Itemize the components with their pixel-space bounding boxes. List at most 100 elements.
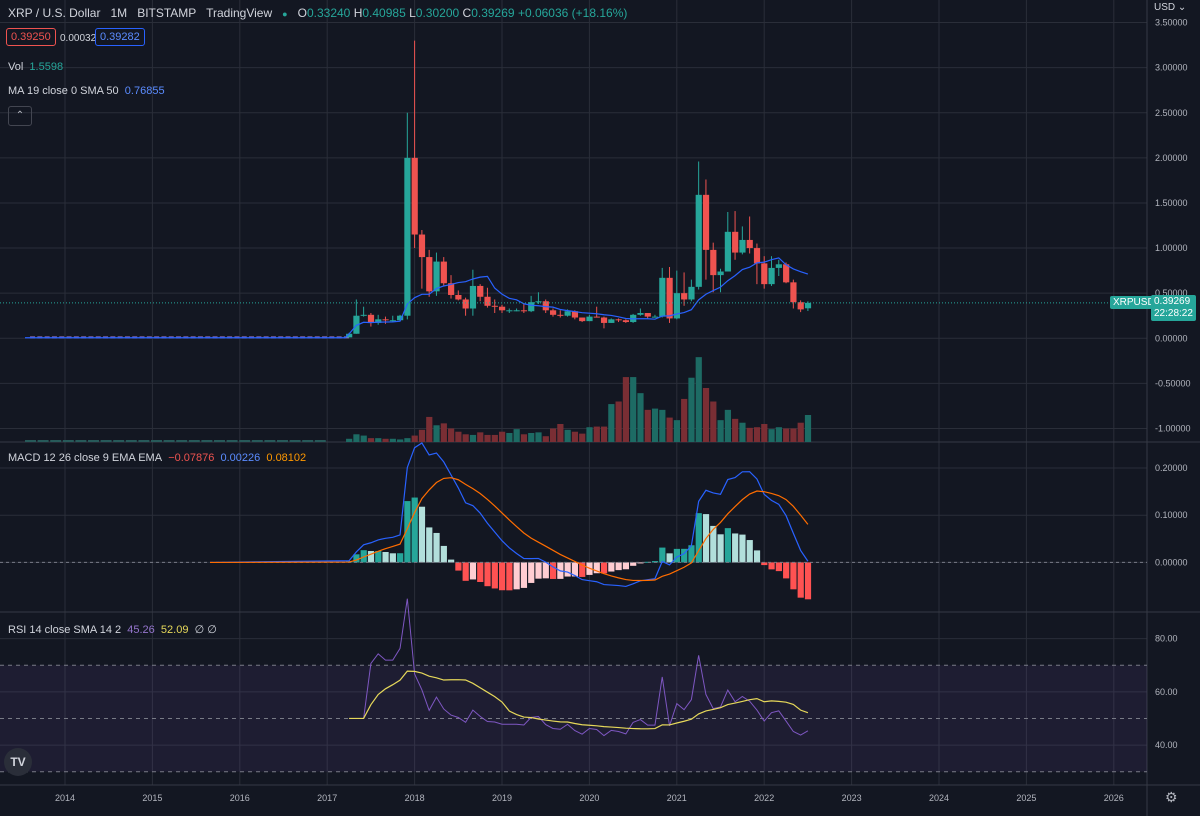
volume-bar [163,440,175,442]
rsi-tick-label: 80.00 [1155,634,1178,644]
volume-bar [746,427,753,442]
candle-body [608,319,615,323]
year-tick-label: 2024 [929,793,949,803]
candle-body [506,310,513,312]
macd-hist-bar [353,554,360,563]
macd-hist-bar [367,551,375,563]
volume-bar [397,439,404,442]
volume-bar [25,440,36,442]
volume-bar [564,429,571,442]
candle-body [433,261,440,292]
volume-bar [201,440,213,442]
candle-body [732,231,739,253]
volume-bar [346,438,353,442]
macd-hist-bar [542,562,549,579]
candle-body [346,333,353,338]
candle-body [586,316,593,322]
candle-body [688,286,695,300]
ma-legend[interactable]: MA 19 close 0 SMA 50 0.76855 [8,85,165,97]
volume-bar [455,431,462,442]
interval[interactable]: 1M [110,6,128,20]
volume-bar [100,440,112,442]
macd-hist-bar [375,551,382,563]
macd-hist-bar [615,562,622,571]
price-tick-label: 0.00000 [1155,333,1188,343]
volume-bar [804,415,812,442]
ma-value: 0.76855 [124,85,165,97]
currency-selector[interactable]: USD ⌄ [1154,2,1186,13]
buy-button[interactable]: 0.39282 [95,28,145,46]
macd-hist-bar [469,562,477,580]
candle-body [593,316,600,318]
macd-hist-bar [644,561,651,563]
year-tick-label: 2014 [55,793,75,803]
candle-body [600,317,608,323]
volume-bar [608,404,615,442]
volume-bar [673,420,680,442]
macd-hist-bar [710,525,717,563]
macd-hist-bar [695,513,702,563]
sell-button[interactable]: 0.39250 [6,28,56,46]
signal-line [209,477,809,582]
candle-body [513,310,520,312]
macd-hist-bar [637,562,644,564]
candle-body [440,261,447,284]
macd-label: MACD 12 26 close 9 EMA EMA [8,452,163,464]
rsi-legend[interactable]: RSI 14 close SMA 14 2 45.26 52.09 ∅ ∅ [8,623,217,636]
candle-body [761,263,768,285]
candle-body [382,319,389,321]
volume-bar [739,422,746,442]
macd-hist-bar [477,562,484,582]
candle-body [775,264,782,268]
macd-hist-bar [739,534,746,563]
macd-hist-bar [790,562,797,590]
candle-body [477,285,484,297]
symbol-tag: XRPUSD [1110,296,1158,309]
symbol-legend[interactable]: XRP / U.S. Dollar 1M BITSTAMP TradingVie… [8,6,627,20]
volume-bar [775,427,782,442]
symbol-name[interactable]: XRP / U.S. Dollar [8,6,101,20]
macd-hist-bar [520,562,528,588]
volume-bar [695,357,702,442]
volume-bar [426,416,433,442]
volume-bar [314,440,326,442]
macd-hist-bar [732,533,739,563]
macd-hist-bar [579,562,586,577]
candle-body [535,301,542,303]
volume-bar [499,431,506,442]
macd-hist-bar [411,497,418,563]
currency-label: USD [1154,2,1176,13]
candle-body [804,302,812,309]
volume-legend[interactable]: Vol 1.5598 [8,61,63,73]
rsi-label: RSI 14 close SMA 14 2 [8,624,122,636]
macd-hist-bar [593,562,600,574]
candle-body [717,271,724,276]
settings-gear-icon[interactable]: ⚙ [1165,789,1178,805]
volume-bar [681,398,688,442]
exchange: BITSTAMP [137,6,197,20]
volume-bar [644,409,651,442]
volume-bar [542,436,549,442]
price-tick-label: 0.50000 [1155,288,1188,298]
candle-body [579,317,586,322]
collapse-legend-button[interactable]: ⌃ [8,106,32,126]
macd-hist-bar [651,561,659,563]
candle-body [549,310,557,315]
volume-bar [411,435,418,442]
macd-hist-bar [528,562,535,583]
macd-hist-bar [389,553,396,563]
macd-legend[interactable]: MACD 12 26 close 9 EMA EMA −0.07876 0.00… [8,452,306,464]
volume-bar [484,434,491,442]
volume-bar [622,377,630,442]
tradingview-logo[interactable]: TV [4,748,32,776]
candle-body [528,302,535,312]
macd-hist-bar [484,562,491,587]
volume-bar [138,440,150,442]
macd-hist-bar [513,562,520,590]
ma-label: MA 19 close 0 SMA 50 [8,85,119,97]
candle-body [681,293,688,300]
low-value: 0.30200 [415,6,460,20]
volume-bar [688,377,695,442]
candle-body [484,296,491,306]
